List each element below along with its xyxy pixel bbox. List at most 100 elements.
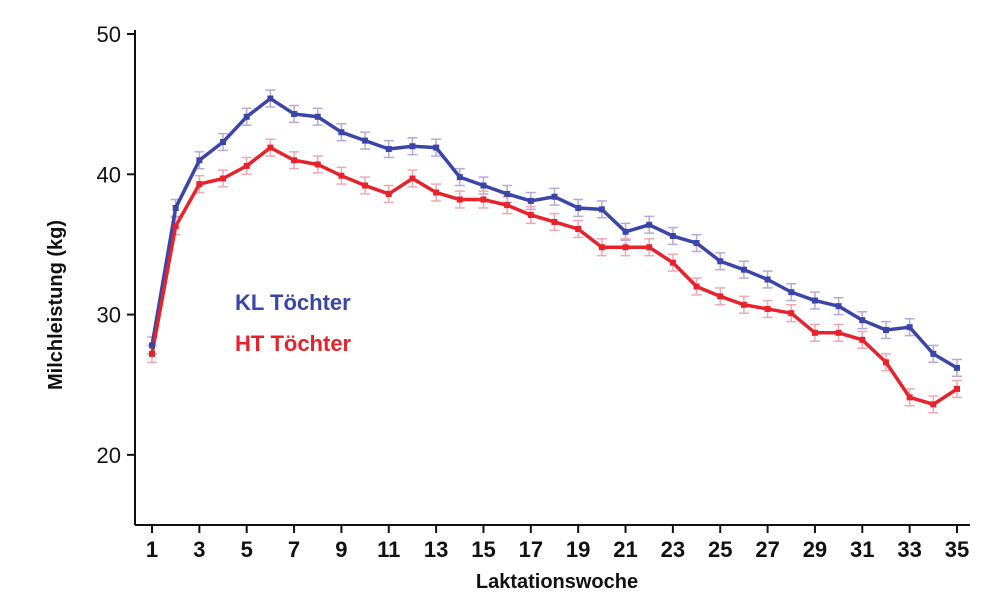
data-point	[314, 161, 321, 168]
data-point	[504, 202, 511, 209]
data-point	[859, 317, 866, 324]
data-point	[338, 172, 345, 179]
data-point	[456, 174, 463, 181]
data-point	[149, 350, 155, 357]
x-tick-label: 25	[708, 537, 732, 562]
legend-ht-toechter: HT Töchter	[235, 331, 352, 356]
series-lines	[150, 96, 958, 407]
x-tick-label: 17	[519, 537, 543, 562]
data-point	[740, 266, 747, 273]
x-tick-label: 19	[566, 537, 590, 562]
data-point	[314, 113, 321, 120]
x-tick-label: 5	[241, 537, 253, 562]
data-point	[646, 244, 653, 251]
data-point	[291, 157, 298, 164]
y-tick-label: 40	[97, 162, 121, 187]
data-point	[764, 276, 771, 283]
data-point	[243, 162, 250, 169]
data-point	[906, 324, 913, 331]
data-point	[669, 259, 676, 266]
data-point	[788, 289, 795, 296]
data-point	[243, 113, 250, 120]
data-point	[788, 310, 795, 317]
x-tick-label: 1	[146, 537, 158, 562]
data-point	[385, 190, 392, 197]
data-point	[385, 146, 392, 153]
data-point	[859, 336, 866, 343]
data-point	[362, 137, 369, 144]
data-point	[409, 175, 416, 182]
data-point	[764, 305, 771, 312]
data-point	[220, 175, 227, 182]
data-point	[433, 144, 440, 151]
data-point	[693, 240, 700, 247]
data-point	[527, 211, 534, 218]
data-point	[646, 221, 653, 228]
data-point	[622, 228, 629, 235]
x-tick-label: 21	[613, 537, 637, 562]
data-point	[930, 350, 937, 357]
data-point	[906, 394, 913, 401]
y-tick-label: 50	[97, 22, 121, 47]
data-point	[835, 329, 842, 336]
x-tick-label: 33	[897, 537, 921, 562]
data-point	[740, 301, 747, 308]
y-tick-label: 30	[97, 303, 121, 328]
x-tick-label: 11	[377, 537, 400, 562]
data-point	[149, 342, 155, 349]
error-bars	[147, 89, 962, 414]
data-point	[811, 297, 818, 304]
y-tick-label: 20	[97, 443, 121, 468]
data-point	[598, 206, 605, 213]
data-point	[882, 359, 889, 366]
data-point	[196, 157, 203, 164]
x-tick-label: 27	[755, 537, 779, 562]
data-point	[267, 95, 274, 102]
data-point	[267, 144, 274, 151]
data-point	[622, 244, 629, 251]
data-point	[172, 204, 179, 211]
data-point	[717, 293, 724, 300]
axes	[127, 30, 970, 533]
x-axis-title: Laktationswoche	[476, 571, 638, 593]
data-point	[527, 197, 534, 204]
data-point	[456, 196, 463, 203]
data-point	[409, 143, 416, 150]
data-point	[220, 139, 227, 146]
data-point	[551, 218, 558, 225]
x-tick-label: 13	[424, 537, 448, 562]
data-point	[291, 110, 298, 117]
data-point	[882, 327, 889, 334]
data-point	[717, 258, 724, 265]
data-point	[835, 303, 842, 310]
series-line-ht	[150, 145, 958, 407]
y-axis-title: Milchleistung (kg)	[45, 220, 67, 390]
data-point	[693, 283, 700, 290]
data-point	[362, 182, 369, 189]
data-point	[196, 181, 203, 188]
data-point	[930, 401, 937, 408]
data-point	[954, 364, 960, 371]
data-point	[575, 204, 582, 211]
x-tick-label: 23	[661, 537, 685, 562]
x-tick-label: 35	[945, 537, 969, 562]
legend-kl-toechter: KL Töchter	[235, 290, 351, 315]
x-tick-label: 29	[803, 537, 827, 562]
data-point	[954, 385, 960, 392]
data-point	[172, 223, 179, 230]
x-tick-label: 15	[471, 537, 495, 562]
data-point	[598, 244, 605, 251]
x-tick-label: 7	[288, 537, 300, 562]
data-point	[433, 189, 440, 196]
data-point	[669, 233, 676, 240]
data-point	[551, 193, 558, 200]
data-point	[504, 190, 511, 197]
data-point	[480, 196, 487, 203]
series-markers	[149, 95, 960, 408]
x-tick-label: 31	[850, 537, 874, 562]
data-point	[811, 329, 818, 336]
x-tick-label: 9	[335, 537, 347, 562]
data-point	[575, 225, 582, 232]
